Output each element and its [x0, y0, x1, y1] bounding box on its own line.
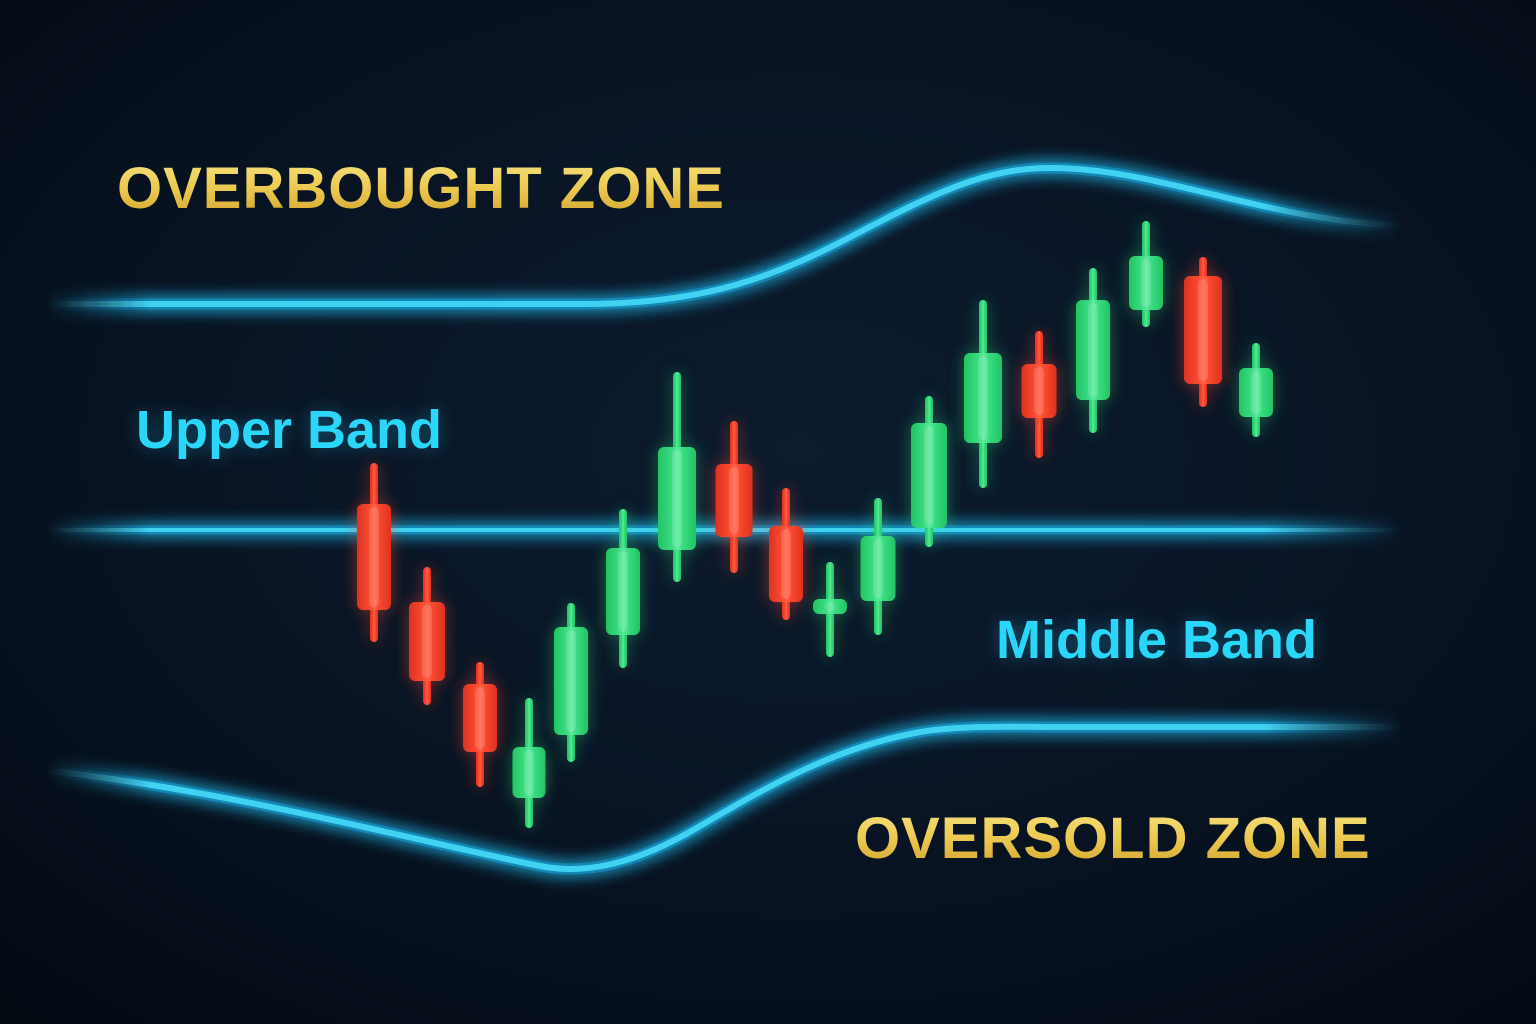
candle-body-highlight [1141, 259, 1151, 307]
candlestick-series [357, 221, 1273, 828]
candle-12-up [911, 396, 947, 547]
candle-9-down [769, 488, 803, 620]
candle-body-highlight [781, 529, 791, 599]
candle-body-highlight [672, 450, 682, 547]
candle-8-down [715, 421, 753, 573]
candle-body-highlight [566, 630, 576, 732]
candle-13-up [964, 300, 1002, 488]
candle-3-down [463, 662, 497, 787]
candle-5-up [554, 603, 588, 762]
candle-body-highlight [369, 507, 379, 607]
candle-body-highlight [1198, 279, 1208, 381]
candle-body-highlight [825, 602, 835, 611]
candle-2-down [409, 567, 445, 705]
bollinger-bands-lines [0, 158, 1536, 878]
candle-body-highlight [475, 687, 485, 749]
candle-7-up [658, 372, 696, 582]
candle-1-down [357, 463, 391, 642]
candle-6-up [606, 509, 640, 668]
candle-18-up [1239, 343, 1273, 437]
candle-4-up [512, 698, 546, 828]
candle-15-up [1076, 268, 1110, 433]
upper-band-label: Upper Band [136, 400, 443, 460]
candle-body-highlight [1034, 367, 1044, 415]
candle-body-highlight [618, 551, 628, 632]
candle-body-highlight [978, 356, 988, 440]
candle-body-highlight [1251, 371, 1261, 414]
candle-14-down [1021, 331, 1057, 458]
candle-body-highlight [422, 605, 432, 678]
overbought-zone-label: OVERBOUGHT ZONE [117, 156, 725, 221]
oversold-zone-label: OVERSOLD ZONE [855, 806, 1371, 871]
candle-body-highlight [524, 750, 534, 795]
candle-10-up [813, 562, 847, 657]
candle-body-highlight [1088, 303, 1098, 397]
middle-band-label: Middle Band [996, 610, 1317, 670]
upper-band-line-core [0, 164, 1415, 307]
candle-16-up [1129, 221, 1163, 327]
candle-17-down [1184, 257, 1222, 407]
lower-band-line-core [0, 723, 1415, 872]
candle-11-up [860, 498, 896, 635]
candle-body-highlight [924, 426, 934, 525]
candle-body-highlight [729, 467, 739, 534]
candle-body-highlight [873, 539, 883, 598]
